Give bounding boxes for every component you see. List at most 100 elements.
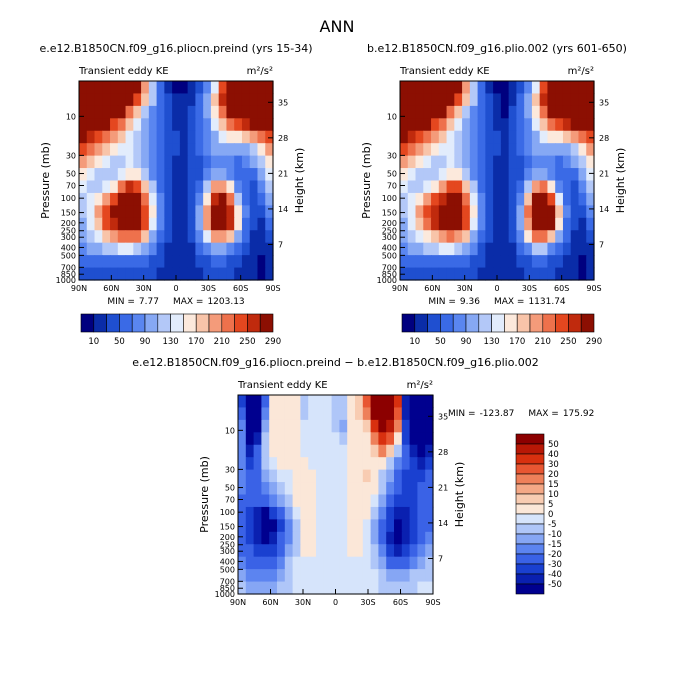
- heatmap-cell: [245, 457, 255, 471]
- heatmap-cell: [156, 105, 165, 119]
- heatmap-cell: [423, 217, 432, 231]
- heatmap-cell: [586, 143, 595, 157]
- y-tick-label: 1000: [215, 590, 235, 599]
- heatmap-cell: [407, 168, 417, 182]
- heatmap-cell: [539, 205, 549, 219]
- heatmap-cell: [500, 118, 510, 132]
- heatmap-cell: [218, 217, 228, 231]
- heatmap-cell: [269, 544, 278, 558]
- heatmap-cell: [156, 180, 165, 194]
- heatmap-cell: [102, 230, 111, 244]
- heatmap-cell: [269, 506, 278, 520]
- units-label: m²/s²: [568, 66, 594, 77]
- heatmap-cell: [394, 581, 403, 595]
- heatmap-cell: [133, 205, 142, 219]
- heatmap-cell: [370, 432, 379, 446]
- heatmap-cell: [417, 482, 426, 496]
- heatmap-cell: [500, 192, 510, 206]
- heatmap-cell: [524, 105, 533, 119]
- heatmap-cell: [117, 230, 127, 244]
- y-tick-label: 200: [61, 219, 76, 228]
- y-tick-label: 400: [382, 243, 397, 252]
- heatmap-cell: [347, 581, 356, 595]
- colorbar-label: 10: [548, 490, 559, 500]
- heatmap-cell: [477, 118, 486, 132]
- heatmap-cell: [425, 395, 434, 409]
- heatmap-cell: [586, 192, 595, 206]
- heatmap-cell: [355, 581, 364, 595]
- heatmap-cell: [79, 155, 88, 169]
- colorbar-label: 130: [162, 337, 178, 347]
- heatmap-cell: [172, 118, 181, 132]
- heatmap-cell: [141, 168, 150, 182]
- heatmap-cell: [238, 457, 247, 471]
- heatmap-cell: [234, 255, 243, 269]
- heatmap-cell: [308, 569, 317, 583]
- heatmap-cell: [141, 81, 150, 95]
- heatmap-cell: [117, 192, 127, 206]
- heatmap-cell: [179, 93, 189, 107]
- heatmap-cell: [102, 130, 111, 144]
- heatmap-cell: [378, 482, 387, 496]
- heatmap-cell: [300, 494, 309, 508]
- heatmap-cell: [226, 93, 235, 107]
- heatmap-cell: [94, 130, 103, 144]
- heatmap-cell: [316, 581, 325, 595]
- min-value: -123.87: [480, 409, 515, 419]
- heatmap-cell: [400, 168, 409, 182]
- heatmap-cell: [102, 118, 111, 132]
- heatmap-cell: [187, 93, 196, 107]
- heatmap-cell: [378, 531, 387, 545]
- x-tick-label: 60S: [233, 284, 248, 293]
- heatmap-cell: [110, 205, 119, 219]
- heatmap-cell: [438, 242, 448, 256]
- heatmap-cell: [431, 267, 440, 281]
- colorbar-swatch: [515, 463, 545, 475]
- heatmap-cell: [454, 118, 463, 132]
- heatmap-cell: [500, 205, 510, 219]
- heatmap-cell: [331, 494, 340, 508]
- heatmap-cell: [438, 93, 448, 107]
- x-tick-label: 60S: [554, 284, 569, 293]
- heatmap-cell: [261, 482, 270, 496]
- heatmap-cell: [133, 155, 142, 169]
- heatmap-cell: [241, 255, 251, 269]
- heatmap-cell: [431, 81, 440, 95]
- heatmap-cell: [394, 407, 403, 421]
- heatmap-cell: [238, 482, 247, 496]
- heatmap-cell: [469, 118, 479, 132]
- heatmap-cell: [133, 230, 142, 244]
- heatmap-cell: [141, 180, 150, 194]
- heatmap-cell: [339, 544, 348, 558]
- heatmap-cell: [500, 230, 510, 244]
- heatmap-cell: [241, 217, 251, 231]
- heatmap-cell: [284, 531, 294, 545]
- heatmap-cell: [284, 419, 294, 433]
- heatmap-cell: [438, 130, 448, 144]
- colorbar-swatch: [580, 313, 595, 333]
- heatmap-cell: [292, 469, 301, 483]
- heatmap-cell: [125, 93, 134, 107]
- heatmap-cell: [555, 267, 564, 281]
- heatmap-cell: [218, 180, 228, 194]
- heatmap-cell: [164, 118, 173, 132]
- heatmap-cell: [172, 155, 181, 169]
- heatmap-cell: [292, 407, 301, 421]
- heatmap-cell: [308, 457, 317, 471]
- heatmap-cell: [110, 267, 119, 281]
- heatmap-cell: [269, 395, 278, 409]
- heatmap-cell: [347, 494, 356, 508]
- heatmap-cell: [493, 180, 502, 194]
- heatmap-cell: [355, 519, 364, 533]
- heatmap-cell: [102, 93, 111, 107]
- heatmap-cell: [249, 143, 259, 157]
- heatmap-cell: [79, 255, 88, 269]
- heatmap-cell: [562, 230, 572, 244]
- panel-2: b.e12.B1850CN.f09_g16.plio.002 (yrs 601-…: [360, 42, 627, 307]
- heatmap-cell: [586, 230, 595, 244]
- heatmap-cell: [117, 205, 127, 219]
- colorbar-label: 210: [214, 337, 230, 347]
- heatmap-cell: [339, 395, 348, 409]
- heatmap-cell: [409, 519, 418, 533]
- heatmap-cell: [570, 105, 580, 119]
